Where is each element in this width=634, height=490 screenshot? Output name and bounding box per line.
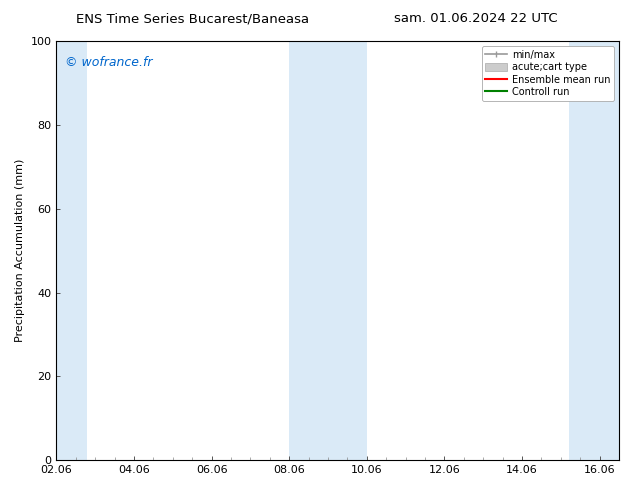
Text: ENS Time Series Bucarest/Baneasa: ENS Time Series Bucarest/Baneasa xyxy=(76,12,309,25)
Bar xyxy=(569,41,634,460)
Text: sam. 01.06.2024 22 UTC: sam. 01.06.2024 22 UTC xyxy=(394,12,558,25)
Bar xyxy=(289,41,367,460)
Y-axis label: Precipitation Accumulation (mm): Precipitation Accumulation (mm) xyxy=(15,159,25,343)
Bar xyxy=(37,41,87,460)
Text: © wofrance.fr: © wofrance.fr xyxy=(65,56,152,69)
Legend: min/max, acute;cart type, Ensemble mean run, Controll run: min/max, acute;cart type, Ensemble mean … xyxy=(482,46,614,101)
